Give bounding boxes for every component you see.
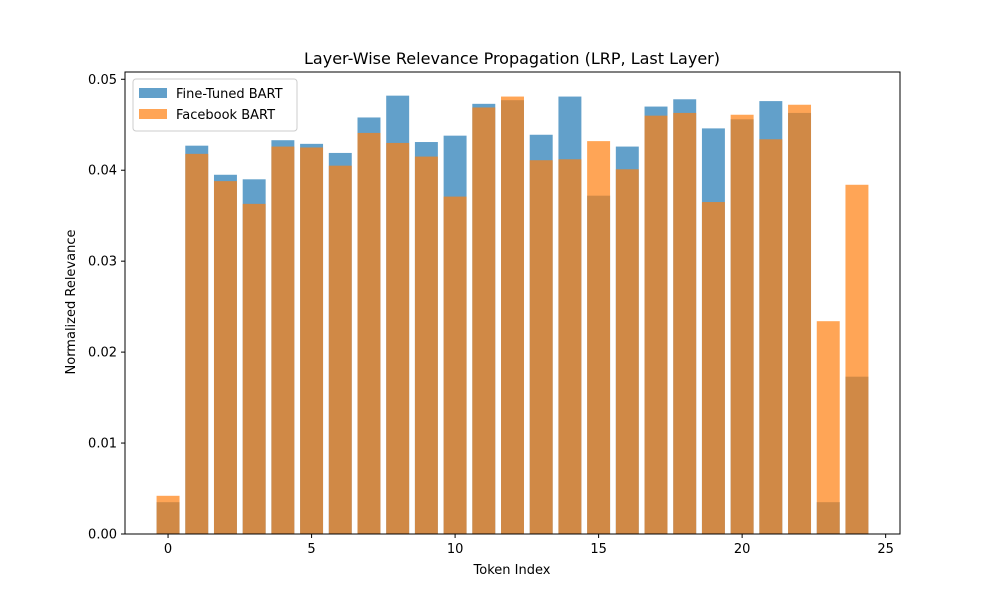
- bar: [845, 184, 869, 534]
- bar: [472, 107, 496, 534]
- bar: [443, 196, 467, 534]
- axes-layer: 0 5 10 15 20 25 0.00 0.01 0.02 0.03 0.04 0.05: [88, 71, 901, 557]
- x-tick-label: 0: [164, 542, 172, 557]
- x-tick-label: 20: [734, 542, 751, 557]
- legend-swatch: [139, 88, 167, 98]
- legend: Fine-Tuned BART Facebook BART: [132, 78, 298, 132]
- x-tick-label: 10: [447, 542, 464, 557]
- legend-box: [132, 78, 298, 132]
- y-tick-label: 0.01: [88, 437, 117, 452]
- y-tick-label: 0.04: [88, 164, 117, 179]
- y-tick-label: 0.03: [88, 255, 117, 270]
- bar: [529, 160, 553, 534]
- x-tick-label: 25: [877, 542, 894, 557]
- bar: [242, 203, 266, 534]
- bar: [414, 156, 438, 534]
- bar: [759, 139, 783, 535]
- bar: [816, 321, 840, 534]
- bar: [558, 159, 582, 534]
- bar: [271, 146, 295, 534]
- x-tick-label: 15: [590, 542, 607, 557]
- bars-layer: [156, 95, 869, 535]
- bar: [328, 165, 352, 535]
- bar: [357, 132, 381, 534]
- bar: [788, 104, 812, 535]
- y-tick-label: 0.00: [88, 528, 117, 543]
- bar-series-2: [156, 96, 869, 535]
- y-tick-label: 0.02: [88, 346, 117, 361]
- bar: [730, 114, 754, 535]
- legend-swatch: [139, 109, 167, 119]
- x-axis-label: Token Index: [473, 563, 551, 578]
- bar: [644, 115, 668, 535]
- legend-label: Fine-Tuned BART: [176, 87, 283, 102]
- bar: [501, 96, 524, 534]
- y-tick-label: 0.05: [88, 73, 117, 88]
- chart-title: Layer-Wise Relevance Propagation (LRP, L…: [304, 49, 720, 68]
- bar: [213, 181, 237, 534]
- bar: [185, 153, 209, 534]
- y-axis-label: Normalized Relevance: [64, 230, 79, 375]
- bar: [673, 112, 697, 535]
- bar: [615, 169, 639, 534]
- bar: [300, 147, 324, 535]
- bar: [587, 141, 611, 534]
- bar: [156, 495, 180, 534]
- x-tick-label: 5: [307, 542, 315, 557]
- plot-frame: [124, 71, 901, 535]
- bar: [701, 202, 725, 535]
- bar: [386, 142, 410, 534]
- legend-label: Facebook BART: [176, 108, 275, 123]
